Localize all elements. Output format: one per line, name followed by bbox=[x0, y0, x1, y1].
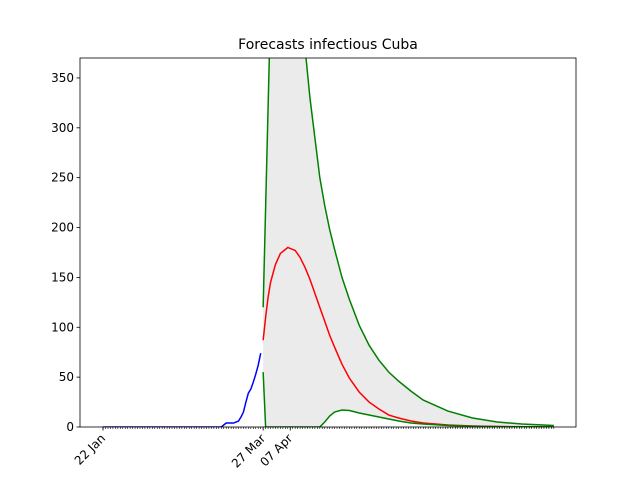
series-line bbox=[103, 353, 262, 427]
y-tick-label: 50 bbox=[59, 370, 74, 384]
plot-area bbox=[103, 58, 554, 427]
chart-title: Forecasts infectious Cuba bbox=[238, 37, 418, 53]
y-tick-label: 350 bbox=[51, 71, 74, 85]
y-tick-label: 100 bbox=[51, 320, 74, 334]
y-tick-label: 250 bbox=[51, 171, 74, 185]
y-tick-label: 200 bbox=[51, 221, 74, 235]
y-tick-label: 150 bbox=[51, 270, 74, 284]
y-tick-label: 0 bbox=[66, 420, 74, 434]
series-line bbox=[262, 58, 554, 427]
axes-frame bbox=[79, 57, 577, 428]
forecast-band bbox=[263, 58, 554, 427]
y-tick-label: 300 bbox=[51, 121, 74, 135]
series-line bbox=[262, 246, 554, 427]
series-line bbox=[262, 372, 554, 427]
